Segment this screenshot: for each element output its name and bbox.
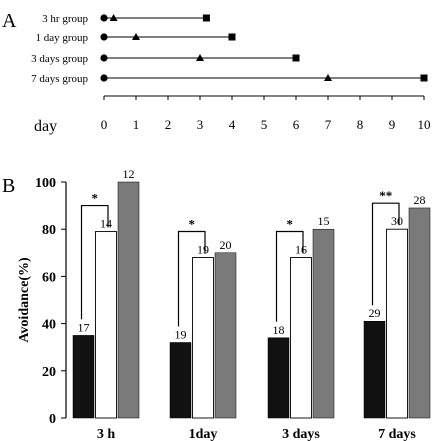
significance-marker: * [287,217,294,232]
bar-n-label: 12 [123,167,135,181]
bar-n-label: 30 [391,214,403,228]
group-label: 1 day group [35,32,88,44]
group-label: 7 days group [31,73,88,85]
bar-n-label: 29 [369,306,381,320]
y-tick-label: 80 [42,223,56,238]
day-tick-label: 2 [165,117,172,132]
test-marker [132,33,140,40]
day-tick-label: 10 [418,117,431,132]
test-marker [109,14,118,21]
day-tick-label: 8 [357,117,364,132]
significance-bracket [371,202,400,306]
bar [290,257,312,419]
bar [72,335,95,419]
y-axis-label: Avoidance(%) [17,257,32,343]
bar [117,181,140,419]
bar [386,228,408,419]
timeline-row: 1 day group [35,32,236,44]
significance-bracket [275,230,304,322]
test-marker [196,54,204,61]
significance-marker: ** [379,188,392,203]
end-marker [292,54,300,62]
test-marker [324,74,332,81]
day-ticks: 0 1 2 3 4 5 6 7 8 9 10 [101,96,431,132]
timelines: 3 hr group 1 day group 3 days group 7 days … [31,13,428,85]
timeline-row: 3 hr group [42,13,210,25]
y-tick-label: 40 [42,318,56,333]
end-marker [202,14,210,22]
y-tick-label: 0 [49,412,56,427]
day-tick-label: 3 [197,117,204,132]
bar-n-label: 18 [273,323,285,337]
group-label: 3 hr group [42,13,88,25]
day-tick-label: 4 [229,117,236,132]
panel-a: A 3 hr group 1 day group 3 days group 7 day… [2,10,431,135]
timeline-row: 3 days group [31,53,300,65]
bar-n-label: 28 [414,193,426,207]
start-marker [100,33,108,41]
bar [95,231,117,419]
bar-n-label: 19 [197,243,209,257]
start-marker [100,74,108,82]
day-tick-label: 7 [325,117,332,132]
end-marker [228,33,236,41]
start-marker [100,14,108,22]
x-category-label: 3 h [97,427,116,441]
panel-b: B 0 20 40 60 80 100 17 14 12 * 3 h 19 19 20 * 1day 18 16 1… [2,167,431,441]
y-tick-label: 60 [42,270,56,285]
panel-a-label: A [2,10,17,32]
bar-chart: 0 20 40 60 80 100 17 14 12 * 3 h 19 19 20 * 1day 18 16 15 *… [35,167,431,441]
bar [169,342,192,419]
timeline-row: 7 days group [31,73,428,85]
day-axis-label: day [34,118,57,135]
x-category-label: 3 days [282,427,320,441]
significance-marker: * [189,217,196,232]
x-category-label: 7 days [378,427,416,441]
group-label: 3 days group [31,53,88,65]
bar-n-label: 16 [295,243,307,257]
bar [312,228,335,419]
bar-n-label: 14 [100,217,112,231]
bar [267,337,290,419]
significance-bracket [177,230,206,327]
day-tick-label: 9 [389,117,396,132]
end-marker [420,74,428,82]
panel-b-label: B [2,175,15,197]
day-tick-label: 0 [101,117,108,132]
day-tick-label: 5 [261,117,268,132]
day-tick-label: 6 [293,117,300,132]
bar-n-label: 15 [318,214,330,228]
bar-n-label: 20 [220,238,232,252]
bar [363,320,386,419]
x-category-label: 1day [189,427,218,441]
y-tick-label: 100 [35,176,56,191]
bar-n-label: 19 [175,327,187,341]
y-tick-label: 20 [42,365,56,380]
significance-marker: * [92,191,99,206]
day-tick-label: 1 [133,117,140,132]
bar [408,207,431,419]
bar [214,252,237,419]
start-marker [100,54,108,62]
significance-bracket [80,204,109,320]
bar-n-label: 17 [78,320,90,334]
bar [192,257,214,419]
